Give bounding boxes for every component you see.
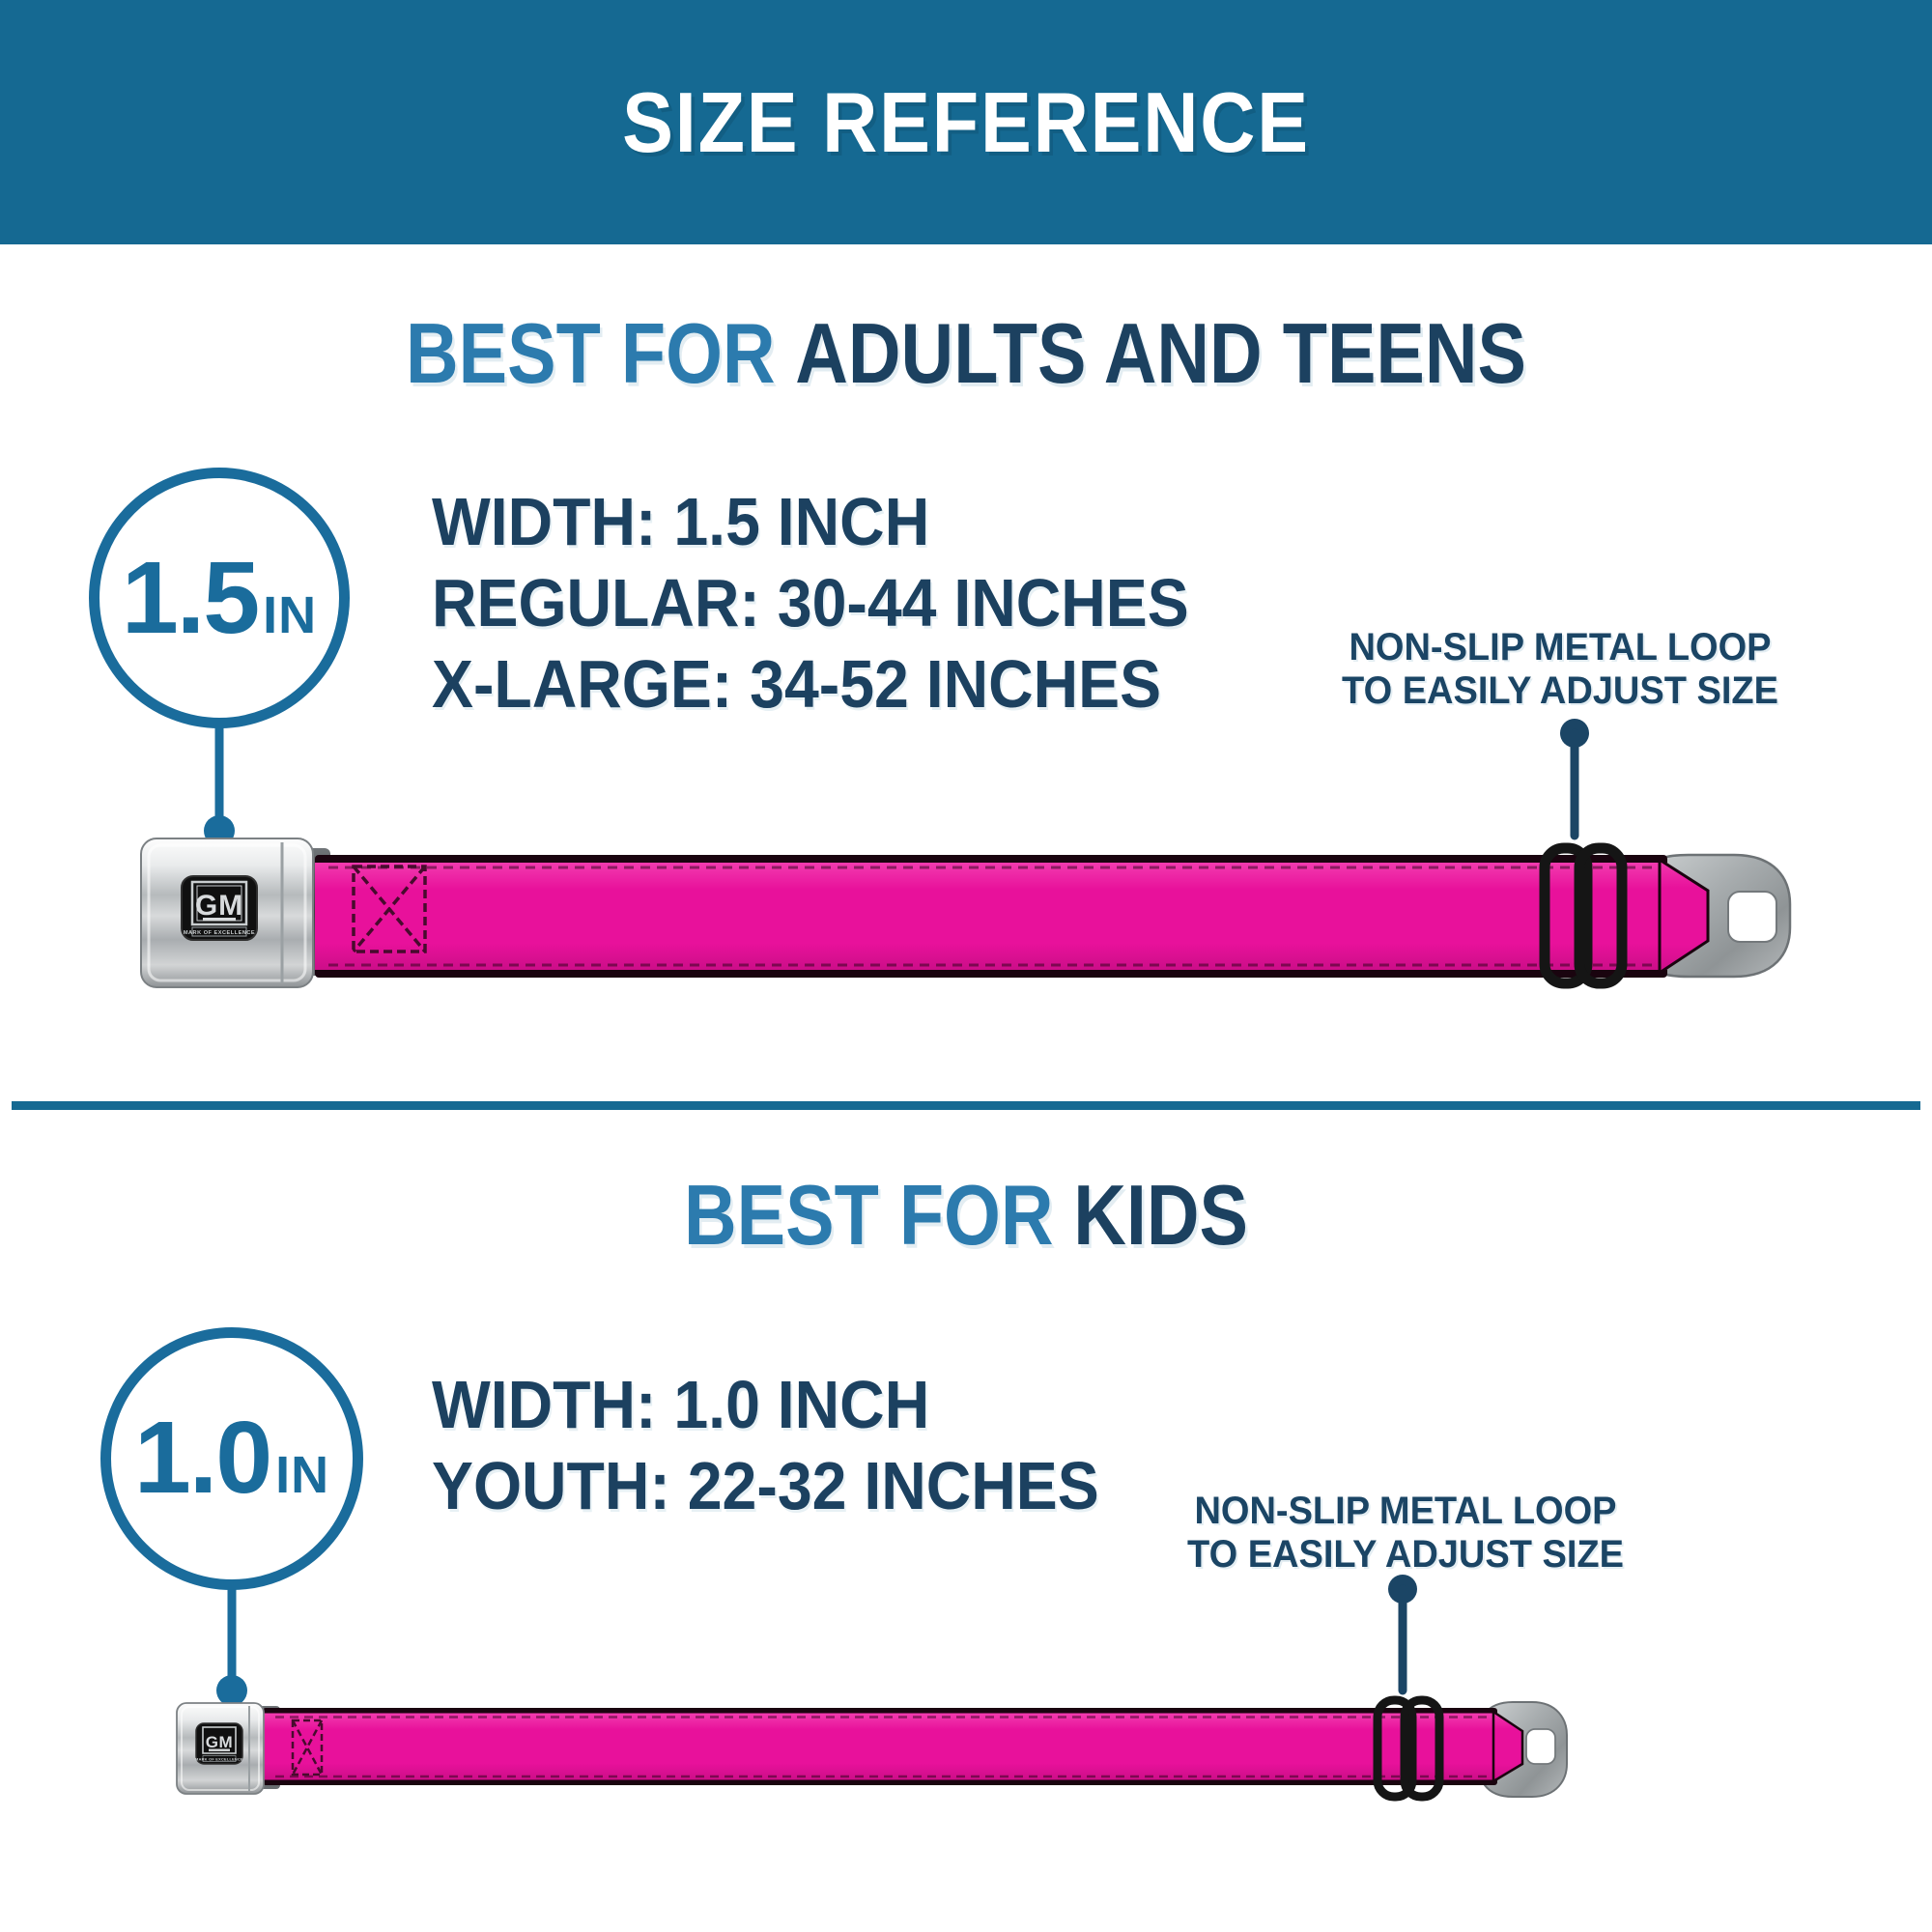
emblem-underline (203, 918, 236, 922)
callout-line: TO EASILY ADJUST SIZE (1342, 669, 1778, 712)
strap-webbing (263, 1713, 1497, 1780)
spec-line: REGULAR: 30-44 INCHES (432, 565, 1189, 640)
callout-metal-loop-adults: NON-SLIP METAL LOOP TO EASILY ADJUST SIZ… (1298, 626, 1822, 713)
gm-tagline-text: MARK OF EXCELLENCE (184, 930, 255, 936)
size-value-kids: 1.0 (133, 1401, 272, 1515)
tagline-box (202, 1755, 237, 1762)
emblem-frame (190, 880, 248, 926)
heading-kids: BEST FOR KIDS (135, 1173, 1797, 1258)
section-divider (12, 1101, 1920, 1110)
callout-line: NON-SLIP METAL LOOP (1349, 626, 1772, 668)
size-badge-kids: 1.0 IN (100, 1327, 363, 1590)
loop-ring (1400, 1695, 1444, 1802)
circle-pointer-adults (204, 724, 235, 846)
adjuster-loop (1373, 1695, 1444, 1802)
stitch-cross (352, 865, 427, 953)
belt-strap (263, 1708, 1524, 1785)
buckle-bevel (181, 1706, 260, 1791)
heading-kids-rest: KIDS (1073, 1167, 1249, 1263)
gm-emblem: GM MARK OF EXCELLENCE (181, 875, 258, 941)
buckle-bevel (147, 843, 307, 982)
pointer-dot (216, 1675, 247, 1705)
strap-box-stitch (291, 1719, 324, 1776)
loop-ring (1539, 842, 1593, 989)
seatbelt-buckle: GM MARK OF EXCELLENCE (140, 838, 314, 988)
specs-kids: WIDTH: 1.0 INCH YOUTH: 22-32 INCHES (432, 1364, 1099, 1526)
size-unit-kids: IN (275, 1446, 330, 1504)
callout-pointer-adults (1560, 719, 1589, 840)
gm-emblem: GM MARK OF EXCELLENCE (195, 1722, 243, 1765)
strap-webbing (315, 863, 1667, 970)
callout-metal-loop-kids: NON-SLIP METAL LOOP TO EASILY ADJUST SIZ… (1144, 1490, 1667, 1577)
heading-kids-highlight: BEST FOR (683, 1167, 1054, 1263)
belt-adults: GM MARK OF EXCELLENCE (140, 838, 1792, 989)
size-badge-adults: 1.5 IN (89, 468, 350, 728)
callout-line: TO EASILY ADJUST SIZE (1187, 1533, 1624, 1576)
strap-tip (1658, 857, 1710, 976)
heading-adults-highlight: BEST FOR (405, 305, 776, 401)
spec-line: WIDTH: 1.0 INCH (432, 1367, 930, 1442)
stitch-rect (291, 1719, 324, 1776)
heading-adults: BEST FOR ADULTS AND TEENS (135, 311, 1797, 396)
spec-line: WIDTH: 1.5 INCH (432, 484, 930, 559)
tab-slot-hole (1525, 1728, 1556, 1765)
gm-logo-text: GM (195, 890, 243, 922)
tagline-box (191, 926, 247, 937)
callout-line: NON-SLIP METAL LOOP (1194, 1490, 1617, 1532)
strap-box-stitch (352, 865, 427, 953)
seatbelt-buckle: GM MARK OF EXCELLENCE (176, 1702, 265, 1795)
circle-pointer-kids (216, 1588, 247, 1705)
belt-strap (315, 855, 1710, 978)
tab-slot-hole (1727, 891, 1777, 943)
stitch-rect (352, 865, 427, 953)
strap-tip (1492, 1709, 1524, 1784)
gm-tagline-text: MARK OF EXCELLENCE (195, 1757, 243, 1761)
emblem-frame (202, 1726, 237, 1754)
size-value-adults: 1.5 (121, 541, 260, 655)
gm-logo-text: GM (206, 1733, 233, 1751)
spec-line: X-LARGE: 34-52 INCHES (432, 646, 1162, 722)
banner-title: SIZE REFERENCE (622, 73, 1310, 170)
heading-adults-rest: ADULTS AND TEENS (795, 305, 1527, 401)
size-unit-adults: IN (263, 586, 318, 644)
loop-ring (1373, 1695, 1417, 1802)
belt-kids: GM MARK OF EXCELLENCE (176, 1695, 1568, 1802)
specs-adults: WIDTH: 1.5 INCH REGULAR: 30-44 INCHES X-… (432, 481, 1189, 724)
spec-line: YOUTH: 22-32 INCHES (432, 1448, 1099, 1523)
callout-pointer-kids (1388, 1575, 1417, 1695)
banner: SIZE REFERENCE (0, 0, 1932, 244)
emblem-underline (209, 1748, 230, 1751)
adjuster-loop (1539, 842, 1628, 989)
loop-ring (1574, 842, 1628, 989)
